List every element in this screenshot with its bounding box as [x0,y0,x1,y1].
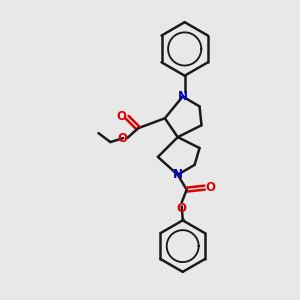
Text: N: N [173,168,183,181]
Text: O: O [116,110,126,123]
Text: O: O [206,181,215,194]
Text: N: N [178,90,188,103]
Text: O: O [177,202,187,215]
Text: O: O [117,132,127,145]
